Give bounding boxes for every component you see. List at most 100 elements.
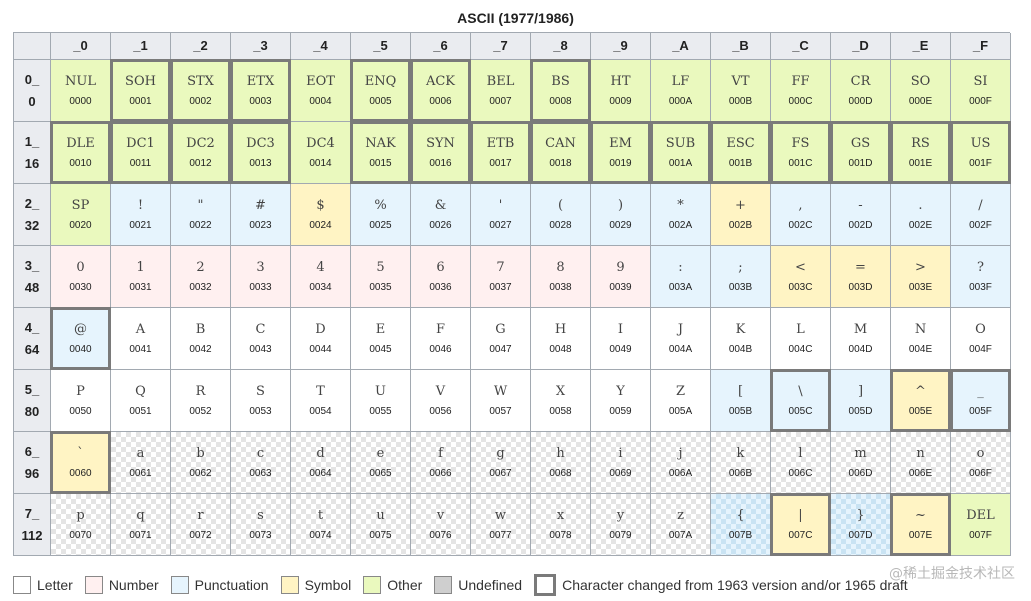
char-code: 0055: [369, 406, 392, 417]
column-header: _A: [651, 33, 711, 60]
char-code: 006F: [969, 468, 992, 479]
char-code: 004F: [969, 344, 992, 355]
char-code: 0051: [129, 406, 152, 417]
char-glyph: 8: [556, 260, 565, 275]
char-glyph: |: [798, 508, 803, 523]
row-header-hex: 7_: [24, 505, 40, 521]
char-glyph: n: [916, 446, 925, 461]
char-glyph: \: [798, 384, 803, 399]
char-code: 006D: [848, 468, 873, 479]
char-code: 003D: [848, 282, 873, 293]
char-glyph: CAN: [545, 136, 576, 151]
char-cell: Q 0051: [111, 370, 171, 432]
row-header-hex: 3_: [24, 257, 40, 273]
char-code: 0064: [309, 468, 332, 479]
char-cell: SP 0020: [51, 184, 111, 246]
column-header: _4: [291, 33, 351, 60]
char-glyph: >: [915, 260, 926, 275]
char-cell: U 0055: [351, 370, 411, 432]
char-cell: h 0068: [531, 432, 591, 494]
char-cell: <003C: [771, 246, 831, 308]
char-cell: a 0061: [111, 432, 171, 494]
char-glyph: a: [136, 446, 145, 461]
char-code: 005A: [668, 406, 693, 417]
char-code: 0079: [609, 530, 632, 541]
char-code: 0034: [309, 282, 332, 293]
column-header: _1: [111, 33, 171, 60]
char-cell: SYN 0016: [410, 121, 471, 184]
char-cell: K 004B: [711, 308, 771, 370]
char-code: 0068: [549, 468, 572, 479]
char-cell: R 0052: [171, 370, 231, 432]
char-glyph: (: [557, 198, 564, 213]
char-code: 0074: [309, 530, 332, 541]
char-cell: n 006E: [891, 432, 951, 494]
char-glyph: HT: [610, 74, 631, 89]
char-cell: | 007C: [770, 493, 831, 556]
char-cell: w 0077: [471, 494, 531, 556]
char-glyph: Y: [616, 384, 625, 399]
char-cell: DC3 0013: [230, 121, 291, 184]
char-cell: \ 005C: [770, 369, 831, 432]
char-glyph: BEL: [486, 74, 515, 89]
column-header: _7: [471, 33, 531, 60]
legend-swatch-undefined: [434, 576, 453, 594]
char-cell: FF 000C: [771, 60, 831, 122]
char-code: 006E: [908, 468, 933, 479]
char-cell: S 0053: [231, 370, 291, 432]
char-code: 0052: [189, 406, 212, 417]
row-header: 6_ 96: [14, 432, 51, 494]
char-cell: & 0026: [411, 184, 471, 246]
char-glyph: ~: [915, 508, 926, 523]
char-cell: C 0043: [231, 308, 291, 370]
legend-swatch-changed: [534, 574, 557, 596]
char-cell: CR 000D: [831, 60, 891, 122]
char-code: 004C: [788, 344, 813, 355]
char-glyph: DC1: [126, 136, 155, 151]
char-code: 0014: [309, 158, 332, 169]
char-glyph: C: [255, 322, 266, 337]
char-glyph: y: [616, 508, 625, 523]
char-glyph: f: [438, 446, 443, 461]
char-glyph: 1: [136, 260, 145, 275]
char-glyph: S: [256, 384, 265, 399]
column-header: _2: [171, 33, 231, 60]
char-code: 0061: [129, 468, 152, 479]
char-glyph: ,: [798, 198, 803, 213]
char-glyph: m: [854, 446, 867, 461]
legend-swatch-number: [84, 576, 103, 594]
legend-swatch-symbol: [280, 576, 299, 594]
char-cell: 9 0039: [591, 246, 651, 308]
legend-item-number: Number: [84, 576, 159, 594]
char-glyph: i: [618, 446, 623, 461]
char-glyph: J: [677, 322, 684, 337]
char-glyph: G: [495, 322, 506, 337]
char-glyph: ;: [738, 260, 743, 275]
char-glyph: 0: [76, 260, 85, 275]
char-cell: [005B: [711, 370, 771, 432]
char-glyph: X: [555, 384, 566, 399]
char-code: 004A: [668, 344, 693, 355]
char-cell: SOH 0001: [110, 59, 171, 122]
column-header: _F: [951, 33, 1011, 60]
row-header-dec: 48: [24, 279, 40, 295]
row-header-hex: 5_: [24, 381, 40, 397]
row-header: 7_ 112: [14, 494, 51, 556]
char-cell: >003E: [891, 246, 951, 308]
char-code: 003F: [969, 282, 992, 293]
char-glyph: CR: [850, 74, 871, 89]
char-cell: o 006F: [951, 432, 1011, 494]
char-glyph: :: [678, 260, 683, 275]
char-code: 0013: [249, 158, 272, 169]
char-cell: DEL 007F: [951, 494, 1011, 556]
char-cell: NAK 0015: [350, 121, 411, 184]
char-cell: ETB 0017: [470, 121, 531, 184]
char-glyph: h: [556, 446, 565, 461]
char-cell: CAN 0018: [530, 121, 591, 184]
char-code: 0005: [369, 96, 392, 107]
char-code: 000B: [728, 96, 753, 107]
char-cell: +002B: [711, 184, 771, 246]
char-code: 005C: [788, 406, 813, 417]
char-glyph: &: [434, 198, 447, 213]
char-code: 002E: [908, 220, 933, 231]
